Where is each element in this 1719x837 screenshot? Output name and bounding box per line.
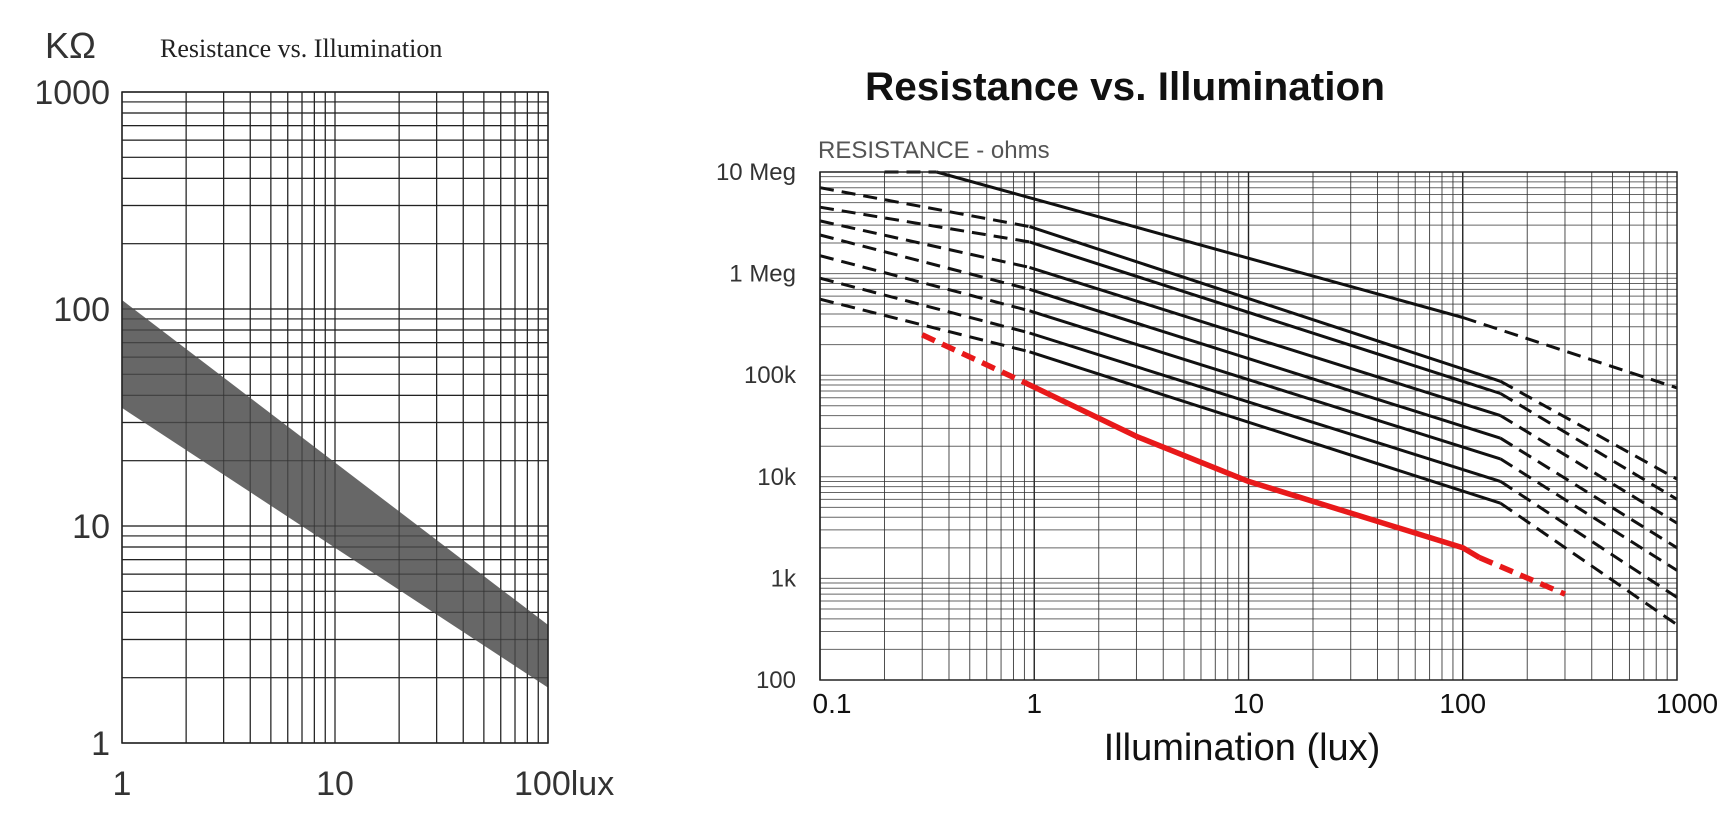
right-series-7-dashed-right	[1499, 480, 1678, 599]
left-chart: KΩ Resistance vs. Illumination 1 10 100 100…	[34, 25, 614, 803]
right-series-5-dashed-right	[1499, 436, 1678, 550]
right-y-tick-labels: 10 Meg 1 Meg 100k 10k 1k 100	[716, 159, 797, 694]
left-x-tick-label: 100lux	[514, 765, 614, 803]
left-x-tick-labels: 1 10 100lux	[113, 765, 615, 803]
right-series-8-dashed-left	[819, 297, 1030, 354]
right-series-6-dashed-left	[819, 254, 1030, 313]
right-series-1-solid	[936, 170, 1464, 319]
right-series-7-solid	[1029, 331, 1501, 483]
right-series-3-dashed-left	[819, 205, 1030, 244]
right-series-5-dashed-left	[819, 233, 1030, 291]
right-series-8-solid	[1029, 350, 1501, 505]
left-title: Resistance vs. Illumination	[160, 34, 442, 63]
right-series-9-dashed-left	[921, 332, 1026, 385]
right-x-tick-label: 0.1	[813, 688, 852, 719]
right-y-tick-label: 10k	[757, 464, 797, 491]
right-series-2-dashed-right	[1499, 379, 1678, 481]
right-xlabel: Illumination (lux)	[1104, 727, 1381, 769]
right-series-3-solid	[1029, 240, 1501, 395]
left-y-tick-labels: 1 10 100 1000	[34, 74, 110, 763]
right-y-tick-label: 10 Meg	[716, 159, 796, 186]
right-y-tick-label: 100	[756, 667, 796, 694]
right-ylabel: RESISTANCE - ohms	[818, 137, 1050, 164]
right-series-7-dashed-left	[819, 276, 1030, 335]
right-series-4-solid	[1029, 265, 1501, 418]
left-y-tick-label: 1000	[34, 74, 110, 112]
right-series-4-dashed-left	[819, 219, 1030, 269]
left-y-tick-label: 1	[91, 725, 110, 763]
right-series-9-solid	[1023, 379, 1482, 561]
right-plot-frame	[819, 171, 1678, 681]
left-resistance-band	[122, 300, 548, 688]
right-series-5-solid	[1029, 287, 1501, 440]
left-x-tick-label: 10	[316, 765, 354, 803]
right-series-1-dashed-right	[1462, 316, 1678, 390]
right-chart: Resistance vs. Illumination RESISTANCE -…	[716, 65, 1718, 769]
right-title: Resistance vs. Illumination	[865, 65, 1385, 109]
right-series-9-dashed-right	[1478, 555, 1567, 597]
right-series-6-dashed-right	[1499, 457, 1678, 572]
left-plot-frame	[121, 91, 549, 744]
right-grid	[819, 172, 1677, 681]
right-y-tick-label: 100k	[744, 362, 797, 389]
right-series-4-dashed-right	[1499, 414, 1678, 525]
right-y-tick-label: 1k	[771, 565, 797, 592]
left-grid-overlay	[121, 91, 549, 744]
right-x-tick-label: 100	[1439, 688, 1486, 719]
right-series-3-dashed-right	[1499, 392, 1678, 501]
left-ylabel: KΩ	[45, 25, 96, 66]
right-x-tick-label: 1	[1026, 688, 1042, 719]
right-x-tick-label: 1000	[1656, 688, 1718, 719]
right-y-tick-label: 1 Meg	[729, 261, 796, 288]
right-series-8-dashed-right	[1499, 501, 1678, 626]
right-x-tick-label: 10	[1233, 688, 1264, 719]
left-y-tick-label: 10	[72, 508, 110, 546]
left-y-tick-label: 100	[53, 291, 110, 329]
left-x-tick-label: 1	[113, 765, 132, 803]
right-x-tick-labels: 0.1 1 10 100 1000	[813, 688, 1719, 719]
right-series-2-solid	[1029, 225, 1501, 383]
right-series-6-solid	[1029, 309, 1501, 461]
right-series-2-dashed-left	[819, 186, 1030, 229]
